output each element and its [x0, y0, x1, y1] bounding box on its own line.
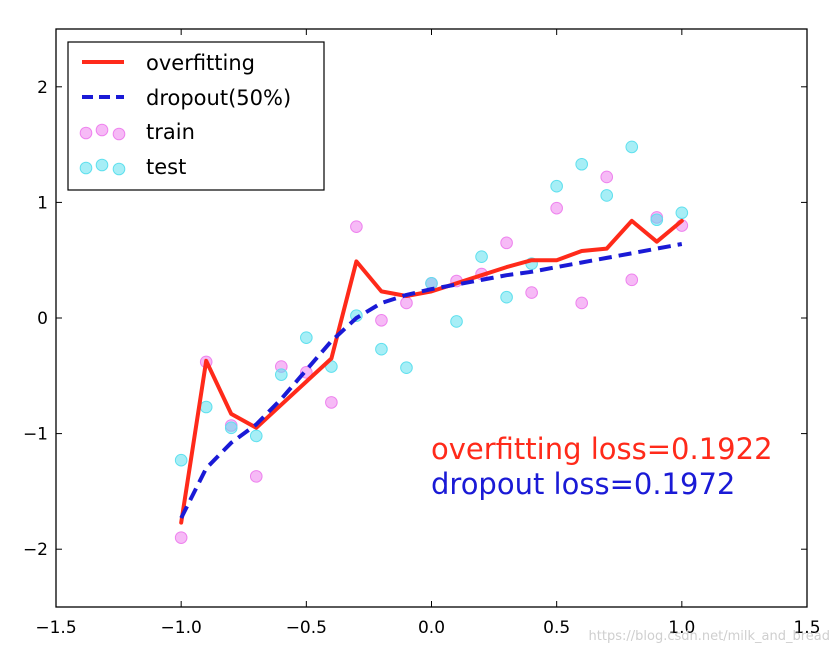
legend-label-test: test: [146, 155, 186, 179]
legend-train-marker: [112, 127, 126, 141]
train-point: [350, 220, 363, 233]
test-point: [575, 157, 589, 171]
legend: overfitting dropout(50%) train test: [67, 41, 325, 191]
legend-symbols: [79, 60, 126, 176]
dropout-loss-annotation: dropout loss=0.1972: [431, 467, 735, 501]
test-point: [675, 206, 689, 220]
test-point: [199, 400, 213, 414]
test-point: [249, 429, 263, 443]
test-point: [450, 315, 463, 328]
test-point: [300, 331, 313, 344]
test-point: [400, 361, 413, 375]
legend-test-marker: [112, 162, 126, 176]
test-point: [224, 421, 238, 435]
legend-test-marker: [95, 158, 109, 172]
test-point: [500, 290, 513, 304]
train-point: [525, 286, 538, 299]
x-tick-label: 1.0: [668, 618, 695, 638]
test-point: [174, 453, 188, 467]
train-point: [375, 314, 388, 327]
overfitting-loss-annotation: overfitting loss=0.1922: [431, 432, 773, 466]
test-point: [375, 342, 388, 356]
watermark: https://blog.csdn.net/milk_and_bread: [589, 629, 830, 644]
test-point: [475, 250, 488, 264]
test-point: [650, 213, 664, 227]
x-tick-label: −1.5: [35, 618, 76, 638]
legend-label-overfitting: overfitting: [146, 51, 255, 75]
x-tick-label: 0.0: [418, 618, 445, 638]
y-tick-label: −2: [23, 540, 48, 560]
train-point: [174, 531, 188, 544]
train-point: [575, 296, 589, 310]
tick-layer: −1.5 −1.0 −0.5 0.0 0.5 1.0 1.5 −2 −1 0 1 2: [23, 29, 821, 638]
legend-test-marker: [79, 161, 93, 175]
test-point: [625, 140, 639, 154]
legend-train-marker: [95, 123, 109, 137]
legend-train-marker: [79, 126, 93, 140]
y-tick-label: 0: [37, 309, 48, 329]
x-tick-label: −0.5: [286, 618, 327, 638]
x-tick-label: −1.0: [161, 618, 202, 638]
train-point: [500, 236, 513, 250]
train-point: [550, 201, 563, 215]
test-point: [275, 368, 288, 381]
plot-layer: [174, 140, 689, 544]
dropout-line: [179, 242, 683, 519]
test-point: [550, 179, 563, 193]
train-point: [625, 273, 639, 287]
overfitting-line: [179, 218, 684, 525]
y-tick-label: −1: [23, 425, 48, 445]
train-point: [249, 470, 263, 483]
train-point: [600, 170, 614, 184]
test-point: [600, 189, 614, 202]
train-point: [400, 296, 413, 310]
legend-label-train: train: [146, 120, 195, 144]
train-point: [325, 396, 338, 409]
legend-label-dropout: dropout(50%): [146, 86, 291, 110]
legend-box: [67, 41, 325, 191]
x-tick-label: 0.5: [543, 618, 570, 638]
y-tick-label: 1: [37, 193, 48, 213]
x-tick-label: 1.5: [793, 618, 820, 638]
y-tick-label: 2: [37, 78, 48, 98]
